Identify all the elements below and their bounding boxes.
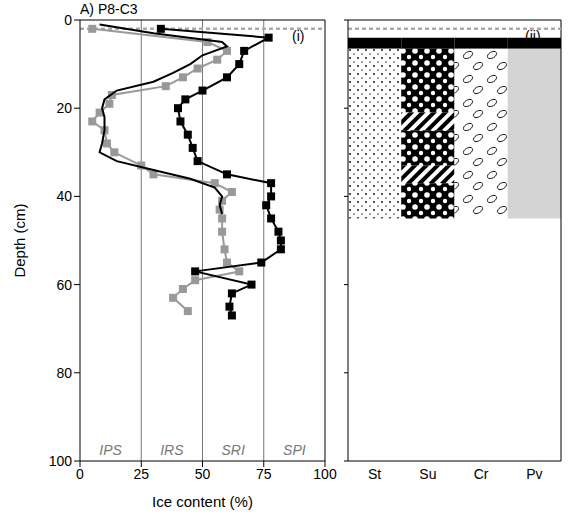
svg-text:SPI: SPI bbox=[283, 442, 306, 458]
svg-text:100: 100 bbox=[313, 466, 337, 482]
svg-text:40: 40 bbox=[56, 188, 72, 204]
svg-text:0: 0 bbox=[64, 12, 72, 28]
html-text:(i): (i) bbox=[292, 28, 305, 44]
svg-text:75: 75 bbox=[256, 466, 272, 482]
svg-text:20: 20 bbox=[56, 100, 72, 116]
svg-text:0: 0 bbox=[76, 466, 84, 482]
svg-text:SRI: SRI bbox=[221, 442, 244, 458]
svg-text:Pv: Pv bbox=[526, 466, 542, 482]
svg-text:100: 100 bbox=[49, 453, 73, 469]
svg-text:Su: Su bbox=[419, 466, 436, 482]
svg-text:IRS: IRS bbox=[160, 442, 184, 458]
svg-text:Ice content (%): Ice content (%) bbox=[152, 493, 253, 510]
html-text:(ii): (ii) bbox=[525, 28, 541, 44]
svg-text:St: St bbox=[368, 466, 381, 482]
svg-text:IPS: IPS bbox=[99, 442, 122, 458]
html-text:A) P8-C3: A) P8-C3 bbox=[80, 1, 138, 17]
svg-text:25: 25 bbox=[133, 466, 149, 482]
svg-text:80: 80 bbox=[56, 365, 72, 381]
svg-text:Cr: Cr bbox=[474, 466, 489, 482]
svg-text:60: 60 bbox=[56, 277, 72, 293]
svg-text:Depth (cm): Depth (cm) bbox=[11, 203, 28, 277]
svg-text:50: 50 bbox=[195, 466, 211, 482]
